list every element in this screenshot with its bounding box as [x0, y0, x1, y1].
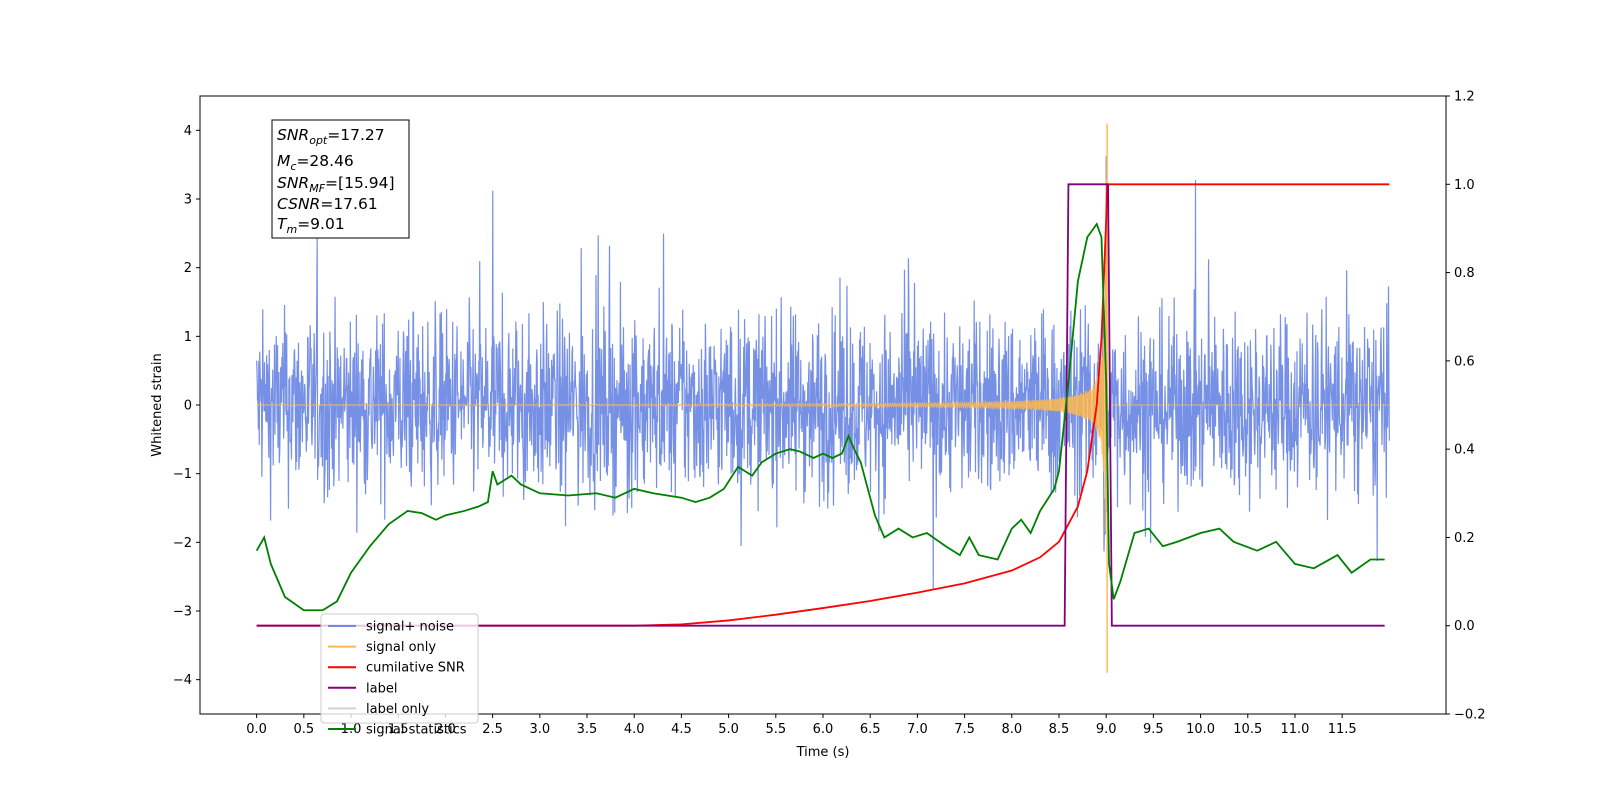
x-tick-label: 2.0	[435, 722, 456, 737]
x-tick-label: 6.5	[860, 722, 881, 737]
x-tick-label: 11.0	[1280, 722, 1309, 737]
stat-csnr: CSNR=17.61	[277, 195, 378, 213]
y2-tick-label: 0.0	[1454, 619, 1475, 634]
x-tick-label: 8.5	[1049, 722, 1070, 737]
y2-tick-label: −0.2	[1454, 708, 1486, 723]
series-signal-noise-line	[256, 156, 1390, 591]
x-tick-label: 0.5	[293, 722, 314, 737]
y-axis-label: Whitened strain	[150, 353, 165, 456]
y2-axis-ticks: −0.2 0.0 0.2 0.4 0.6 0.8 1.0 1.2	[1446, 90, 1486, 723]
x-tick-label: 6.0	[813, 722, 834, 737]
x-tick-label: 3.0	[529, 722, 550, 737]
x-tick-label: 5.0	[718, 722, 739, 737]
x-tick-label: 9.0	[1096, 722, 1117, 737]
legend-label: label only	[366, 702, 429, 717]
y2-tick-label: 1.2	[1454, 90, 1475, 105]
series-signal-statistics-line	[255, 222, 1385, 612]
y-axis-ticks: −4 −3 −2 −1 0 1 2 3 4	[173, 124, 200, 688]
x-tick-label: 7.5	[954, 722, 975, 737]
y2-tick-label: 0.4	[1454, 443, 1475, 458]
x-tick-label: 10.0	[1186, 722, 1215, 737]
x-tick-label: 1.5	[388, 722, 409, 737]
plot-area	[255, 123, 1390, 673]
series-cumulative-snr-line	[256, 183, 1390, 627]
y-tick-label: 2	[184, 261, 192, 276]
x-tick-label: 7.0	[907, 722, 928, 737]
stats-box-frame	[271, 119, 410, 239]
x-tick-label: 4.5	[671, 722, 692, 737]
y-tick-label: −1	[173, 467, 192, 482]
series-label-line	[256, 183, 1385, 627]
x-tick-label: 8.0	[1001, 722, 1022, 737]
legend-label: signal only	[366, 640, 436, 655]
legend-label: label	[366, 681, 397, 696]
stat-snr-opt: SNRopt=17.27	[277, 126, 385, 147]
y-tick-label: 1	[184, 330, 192, 345]
x-tick-label: 0.0	[246, 722, 267, 737]
x-tick-label: 9.5	[1143, 722, 1164, 737]
stat-tm: Tm=9.01	[277, 215, 345, 236]
y2-tick-label: 0.2	[1454, 531, 1475, 546]
y-tick-label: 0	[184, 399, 192, 414]
y-tick-label: −3	[173, 605, 192, 620]
stats-box: SNRopt=17.27 Mc=28.46 SNRMF=[15.94] CSNR…	[271, 119, 410, 239]
x-tick-label: 4.0	[624, 722, 645, 737]
x-axis-label: Time (s)	[796, 745, 850, 760]
stat-mc: Mc=28.46	[277, 152, 354, 173]
y2-tick-label: 1.0	[1454, 178, 1475, 193]
x-tick-label: 5.5	[765, 722, 786, 737]
x-tick-label: 11.5	[1328, 722, 1357, 737]
legend-label: signal statistics	[366, 723, 467, 738]
x-tick-label: 10.5	[1233, 722, 1262, 737]
y2-tick-label: 0.8	[1454, 266, 1475, 281]
stat-snr-mf: SNRMF=[15.94]	[277, 174, 395, 195]
y2-tick-label: 0.6	[1454, 354, 1475, 369]
legend-frame	[320, 613, 479, 724]
y-tick-label: −2	[173, 536, 192, 551]
legend-label: signal+ noise	[366, 620, 454, 635]
x-axis-ticks: 0.0 0.5 1.0 1.5 2.0 2.5 3.0 3.5 4.0 4.5 5.0 5.5 6.0 6…	[246, 714, 1357, 737]
y-tick-label: 4	[184, 124, 192, 139]
legend-label: cumilative SNR	[366, 661, 465, 676]
legend: signal+ noise signal only cumilative SNR la…	[320, 613, 479, 738]
series-signal-only-line	[256, 179, 1390, 532]
x-tick-label: 3.5	[577, 722, 598, 737]
y-tick-label: −4	[173, 673, 192, 688]
x-tick-label: 2.5	[482, 722, 503, 737]
y-tick-label: 3	[184, 193, 192, 208]
